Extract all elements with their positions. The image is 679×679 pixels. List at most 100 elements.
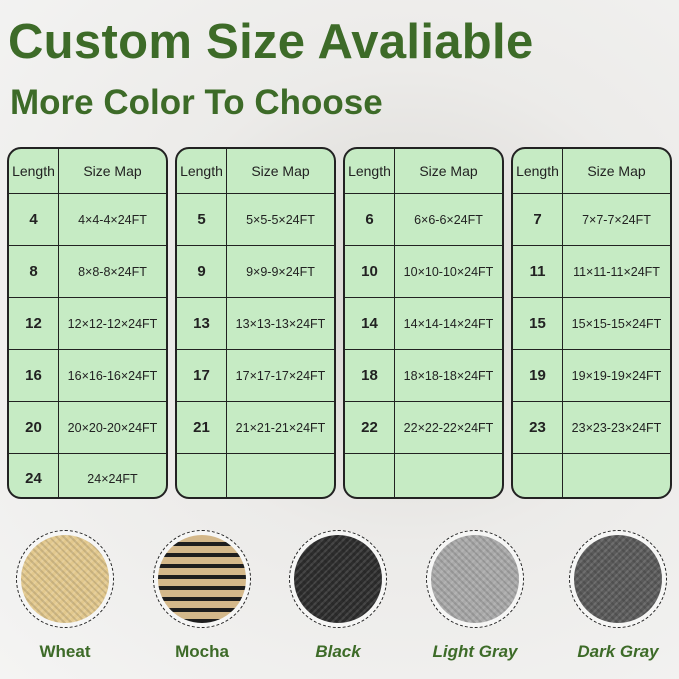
- table-header: Length Size Map: [177, 149, 334, 194]
- length-cell: 19: [513, 350, 563, 401]
- fabric-texture: [431, 535, 519, 623]
- size-cell: [227, 454, 334, 497]
- table-row: 19 19×19-19×24FT: [513, 350, 670, 402]
- table-header: Length Size Map: [513, 149, 670, 194]
- size-cell: 8×8-8×24FT: [78, 264, 147, 279]
- color-label: Dark Gray: [577, 642, 659, 661]
- size-table: Length Size Map 6 6×6-6×24FT 10 10×10-10×24FT…: [343, 147, 504, 499]
- size-table: Length Size Map 7 7×7-7×24FT 11 11×11-11×24FT…: [511, 147, 672, 499]
- length-cell: 14: [345, 298, 395, 349]
- size-cell: 20×20-20×24FT: [67, 420, 158, 435]
- table-row: 20 20×20-20×24FT: [9, 402, 166, 454]
- length-cell: 8: [9, 246, 59, 297]
- size-cell: 11×11-11×24FT: [573, 264, 660, 279]
- size-map-header: Size Map: [587, 163, 646, 179]
- length-cell: 9: [177, 246, 227, 297]
- fabric-texture: [158, 535, 246, 623]
- table-row: [513, 454, 670, 497]
- size-map-header: Size Map: [419, 163, 478, 179]
- table-row: 21 21×21-21×24FT: [177, 402, 334, 454]
- length-cell: 16: [9, 350, 59, 401]
- table-row: 10 10×10-10×24FT: [345, 246, 502, 298]
- size-map-header: Size Map: [251, 163, 310, 179]
- color-label: Black: [315, 642, 361, 661]
- table-row: [177, 454, 334, 497]
- table-header: Length Size Map: [9, 149, 166, 194]
- size-cell: 23×23-23×24FT: [571, 420, 662, 435]
- length-cell: 6: [345, 194, 395, 245]
- size-cell: [395, 454, 502, 497]
- table-row: 8 8×8-8×24FT: [9, 246, 166, 298]
- length-header: Length: [513, 149, 563, 193]
- fabric-texture: [574, 535, 662, 623]
- headline: Custom Size Avaliable: [8, 15, 534, 69]
- size-cell: 7×7-7×24FT: [582, 212, 651, 227]
- table-row: 16 16×16-16×24FT: [9, 350, 166, 402]
- length-cell: 13: [177, 298, 227, 349]
- length-cell: 18: [345, 350, 395, 401]
- length-cell: 12: [9, 298, 59, 349]
- size-cell: 24×24FT: [87, 471, 138, 486]
- length-cell: 23: [513, 402, 563, 453]
- length-header: Length: [9, 149, 59, 193]
- length-cell: [513, 454, 563, 497]
- length-cell: 17: [177, 350, 227, 401]
- size-cell: 5×5-5×24FT: [246, 212, 315, 227]
- table-row: 7 7×7-7×24FT: [513, 194, 670, 246]
- length-cell: 10: [345, 246, 395, 297]
- size-cell: 10×10-10×24FT: [403, 264, 494, 279]
- subheadline: More Color To Choose: [10, 83, 383, 122]
- length-cell: 22: [345, 402, 395, 453]
- length-cell: 20: [9, 402, 59, 453]
- length-cell: 21: [177, 402, 227, 453]
- table-row: 13 13×13-13×24FT: [177, 298, 334, 350]
- table-row: 5 5×5-5×24FT: [177, 194, 334, 246]
- length-cell: 15: [513, 298, 563, 349]
- table-row: 15 15×15-15×24FT: [513, 298, 670, 350]
- table-row: 11 11×11-11×24FT: [513, 246, 670, 298]
- size-cell: 22×22-22×24FT: [403, 420, 494, 435]
- color-label: Light Gray: [432, 642, 518, 661]
- size-cell: 14×14-14×24FT: [403, 316, 494, 331]
- size-cell: 4×4-4×24FT: [78, 212, 147, 227]
- table-row: 9 9×9-9×24FT: [177, 246, 334, 298]
- color-label: Mocha: [175, 642, 229, 661]
- size-table: Length Size Map 5 5×5-5×24FT 9 9×9-9×24FT 13 13…: [175, 147, 336, 499]
- size-cell: 6×6-6×24FT: [414, 212, 483, 227]
- table-row: 4 4×4-4×24FT: [9, 194, 166, 246]
- color-swatch-light-gray: [426, 530, 524, 628]
- table-row: 24 24×24FT: [9, 454, 166, 497]
- size-cell: 17×17-17×24FT: [235, 368, 326, 383]
- length-cell: [345, 454, 395, 497]
- table-row: 17 17×17-17×24FT: [177, 350, 334, 402]
- length-cell: 4: [9, 194, 59, 245]
- length-cell: [177, 454, 227, 497]
- size-cell: 13×13-13×24FT: [235, 316, 326, 331]
- table-row: 6 6×6-6×24FT: [345, 194, 502, 246]
- color-swatch-mocha: [153, 530, 251, 628]
- color-swatch-wheat: [16, 530, 114, 628]
- fabric-texture: [21, 535, 109, 623]
- size-cell: 9×9-9×24FT: [246, 264, 315, 279]
- size-cell: 16×16-16×24FT: [67, 368, 158, 383]
- size-cell: 21×21-21×24FT: [235, 420, 326, 435]
- table-header: Length Size Map: [345, 149, 502, 194]
- table-row: 18 18×18-18×24FT: [345, 350, 502, 402]
- length-header: Length: [345, 149, 395, 193]
- size-cell: 15×15-15×24FT: [571, 316, 662, 331]
- length-cell: 5: [177, 194, 227, 245]
- table-row: 22 22×22-22×24FT: [345, 402, 502, 454]
- size-cell: 12×12-12×24FT: [67, 316, 158, 331]
- size-map-header: Size Map: [83, 163, 142, 179]
- length-cell: 11: [513, 246, 563, 297]
- table-row: 12 12×12-12×24FT: [9, 298, 166, 350]
- table-row: [345, 454, 502, 497]
- length-header: Length: [177, 149, 227, 193]
- length-cell: 24: [9, 454, 59, 497]
- table-row: 14 14×14-14×24FT: [345, 298, 502, 350]
- color-swatch-dark-gray: [569, 530, 667, 628]
- size-cell: 18×18-18×24FT: [403, 368, 494, 383]
- color-swatch-black: [289, 530, 387, 628]
- size-table: Length Size Map 4 4×4-4×24FT 8 8×8-8×24FT 12 12…: [7, 147, 168, 499]
- fabric-texture: [294, 535, 382, 623]
